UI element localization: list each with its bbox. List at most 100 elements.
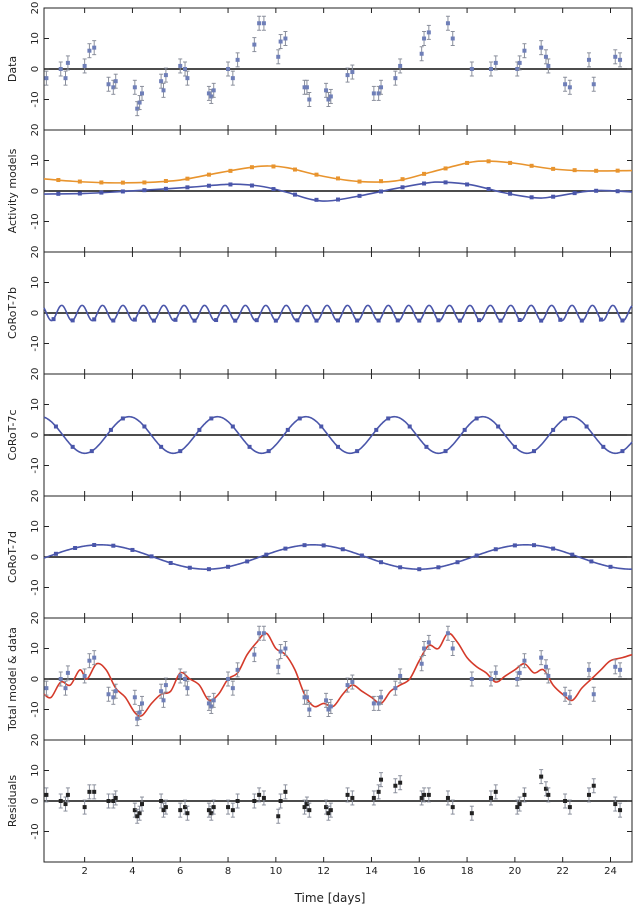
curve-marker	[465, 160, 470, 165]
data-point	[426, 30, 431, 35]
curve-marker	[558, 317, 563, 322]
data-point	[376, 91, 381, 96]
data-point	[63, 802, 68, 807]
y-tick-label: -10	[30, 335, 41, 351]
y-tick-label: 10	[30, 520, 41, 533]
data-point	[324, 88, 329, 93]
data-point	[546, 673, 551, 678]
curve-marker	[130, 547, 135, 552]
data-point	[307, 97, 312, 102]
y-tick-label: 0	[30, 188, 41, 194]
data-point	[304, 802, 309, 807]
curve-marker	[230, 424, 235, 429]
curve-marker	[474, 416, 479, 421]
data-point	[517, 60, 522, 65]
curve-marker	[70, 444, 75, 449]
data-point	[445, 21, 450, 26]
data-point	[539, 774, 544, 779]
data-point	[163, 683, 168, 688]
data-point	[515, 805, 520, 810]
data-point	[183, 805, 188, 810]
curve-marker	[443, 449, 448, 454]
curve-marker	[486, 159, 491, 164]
data-point	[302, 805, 307, 810]
data-point	[159, 79, 164, 84]
curve-marker	[551, 194, 556, 199]
data-point	[345, 683, 350, 688]
data-point	[326, 707, 331, 712]
curve-marker	[77, 191, 82, 196]
data-point	[113, 79, 118, 84]
data-point	[591, 783, 596, 788]
panel-1: -10 0 10 20 Activity models	[6, 124, 633, 253]
curve-marker	[512, 543, 517, 548]
curve-marker	[187, 565, 192, 570]
data-point	[211, 88, 216, 93]
curve-marker	[73, 546, 78, 551]
curve-marker	[359, 553, 364, 558]
data-point	[257, 21, 262, 26]
curve-marker	[615, 189, 620, 194]
data-point	[469, 811, 474, 816]
curve-marker	[285, 427, 290, 432]
curve-marker	[197, 427, 202, 432]
data-point	[137, 100, 142, 105]
curve-marker	[551, 427, 556, 432]
curve-marker	[584, 424, 589, 429]
curve-marker	[151, 318, 156, 323]
data-point	[252, 652, 257, 657]
data-point	[87, 789, 92, 794]
x-tick-label: 8	[225, 866, 231, 877]
curve-marker	[264, 552, 269, 557]
data-point	[235, 799, 240, 803]
curve-marker	[417, 567, 422, 572]
data-point	[515, 677, 520, 681]
data-point	[488, 795, 493, 800]
y-tick-label: 20	[30, 490, 41, 503]
data-point	[563, 692, 568, 697]
x-tick-label: 14	[365, 866, 378, 877]
data-point	[517, 670, 522, 675]
y-tick-label: 0	[30, 432, 41, 438]
curve-marker	[247, 444, 252, 449]
curve-marker	[142, 188, 147, 193]
data-point	[276, 814, 281, 819]
curve-marker	[436, 565, 441, 570]
curve-marker	[53, 551, 58, 556]
curve-marker	[56, 191, 61, 196]
curve-marker	[168, 560, 173, 565]
data-point	[302, 85, 307, 90]
data-point	[283, 789, 288, 794]
data-point	[161, 698, 166, 703]
data-point	[350, 680, 355, 685]
data-point	[591, 692, 596, 697]
data-point	[261, 21, 266, 26]
data-point	[230, 686, 235, 691]
data-point	[65, 60, 70, 65]
data-point	[283, 646, 288, 651]
curve-marker	[486, 187, 491, 192]
data-point	[379, 85, 384, 90]
curve-marker	[273, 318, 278, 323]
data-point	[159, 799, 164, 803]
data-point	[567, 805, 572, 810]
curve-marker	[314, 318, 319, 323]
y-tick-label: 20	[30, 246, 41, 259]
curve-marker	[443, 180, 448, 185]
curve-marker	[355, 318, 360, 323]
data-point	[161, 88, 166, 93]
data-point	[261, 631, 266, 636]
y-tick-label: 0	[30, 676, 41, 682]
data-point	[371, 795, 376, 800]
curve-marker	[283, 546, 288, 551]
data-point	[546, 792, 551, 797]
panel-4: -10 0 10 20 CoRoT-7d	[6, 490, 633, 619]
curve-marker	[120, 180, 125, 185]
curve-marker	[620, 449, 625, 454]
curve-marker	[422, 171, 427, 176]
data-point	[326, 97, 331, 102]
data-point	[586, 792, 591, 797]
panel-3: -10 0 10 20 CoRoT-7c	[6, 368, 633, 497]
data-point	[445, 631, 450, 636]
